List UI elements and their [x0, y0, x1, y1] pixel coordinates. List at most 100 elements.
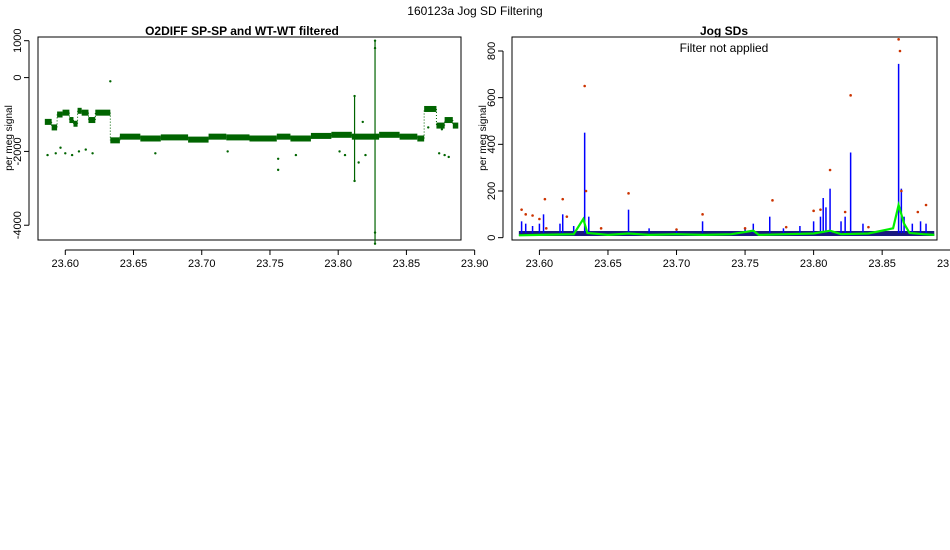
series-band	[95, 109, 111, 116]
series-red-point	[583, 84, 586, 88]
x-axis-jog-sds: 23.60 23.65 23.70 23.75 23.80 23.85 23.90	[526, 249, 950, 270]
series-point	[443, 153, 446, 157]
series-red-point	[812, 209, 815, 213]
series-band	[160, 134, 189, 141]
series-red-point	[924, 203, 928, 207]
series-point	[91, 152, 94, 155]
series-red-point	[843, 210, 847, 214]
y-tick-label: 1000	[12, 28, 24, 52]
series-band	[62, 109, 70, 116]
series-point	[276, 157, 280, 160]
series-red-point	[520, 208, 523, 211]
series-red-point	[819, 208, 822, 211]
series-point	[59, 146, 62, 149]
y-axis-jog-sds: 0 200 400 600 800	[486, 42, 504, 241]
series-point	[357, 161, 360, 164]
y-tick-label: 200	[486, 182, 498, 200]
plot-frame-o2diff	[37, 36, 462, 241]
series-band	[188, 136, 209, 143]
series-red-point	[538, 217, 541, 221]
series-red-point	[828, 168, 832, 172]
series-red-point	[524, 213, 528, 216]
series-band	[310, 132, 332, 139]
series-point	[343, 153, 347, 157]
x-tick-label: 23.85	[868, 258, 896, 270]
y-tick-label: -4000	[12, 211, 24, 239]
series-red-point	[531, 214, 534, 217]
x-tick-label: 23.60	[526, 258, 554, 270]
y-tick-label: 600	[486, 88, 498, 106]
series-band	[140, 135, 161, 142]
series-point	[361, 120, 364, 124]
series-band	[444, 117, 453, 124]
series-band	[417, 135, 425, 142]
series-point	[64, 152, 67, 155]
series-band	[351, 133, 380, 140]
series-band	[276, 133, 291, 140]
x-tick-label: 23.60	[52, 258, 80, 270]
panel-o2diff: O2DIFF SP-SP and WT-WT filtered per meg …	[4, 24, 488, 270]
x-tick-label: 23.70	[663, 258, 691, 270]
series-point	[70, 153, 74, 157]
panel-title-jog-sds: Jog SDs	[700, 24, 748, 38]
data-marks-jog-sds	[518, 38, 935, 237]
series-red-point	[627, 192, 630, 195]
series-point	[154, 152, 157, 155]
figure-title: 160123a Jog SD Filtering	[407, 4, 542, 18]
series-band	[249, 135, 277, 142]
x-tick-label: 23.80	[800, 258, 828, 270]
series-band	[424, 105, 437, 112]
series-band	[57, 111, 63, 118]
y-tick-label: 0	[12, 75, 24, 81]
series-red-point	[784, 225, 788, 229]
series-point	[77, 150, 81, 153]
x-tick-label: 23.75	[256, 258, 284, 270]
series-red-point	[916, 210, 920, 214]
x-axis-o2diff: 23.60 23.65 23.70 23.75 23.80 23.85 23.90	[52, 249, 489, 270]
series-band	[73, 120, 78, 127]
data-marks-o2diff	[44, 39, 459, 245]
series-band	[290, 135, 311, 142]
series-red-point	[743, 227, 747, 230]
x-tick-label: 23.70	[188, 258, 216, 270]
series-point	[437, 152, 441, 155]
series-band	[331, 131, 352, 138]
series-point	[46, 153, 49, 157]
series-red-point	[584, 189, 588, 193]
series-band	[69, 117, 74, 124]
series-point	[364, 153, 367, 157]
series-band	[208, 133, 227, 140]
x-tick-label: 23.65	[594, 258, 622, 270]
series-band	[452, 122, 459, 129]
y-axis-o2diff: -4000 -2000 0 1000	[12, 28, 30, 239]
panel-title-o2diff: O2DIFF SP-SP and WT-WT filtered	[145, 24, 339, 38]
series-point	[353, 179, 356, 183]
series-point	[294, 153, 298, 157]
x-tick-label: 23.85	[393, 258, 421, 270]
series-point	[353, 94, 356, 98]
series-red-point	[897, 38, 900, 41]
y-tick-label: -2000	[12, 137, 24, 165]
series-red-point	[900, 189, 903, 193]
series-point	[54, 152, 57, 155]
series-point	[447, 155, 450, 159]
series-band	[119, 133, 141, 140]
series-point	[373, 46, 377, 50]
x-tick-label: 23.90	[461, 258, 489, 270]
series-red-point	[771, 199, 774, 202]
series-point	[226, 150, 229, 153]
series-point	[427, 126, 430, 129]
series-red-point	[544, 227, 548, 230]
x-tick-label: 23.90	[937, 258, 950, 270]
series-point	[373, 242, 377, 245]
y-axis-label-o2diff: per meg signal	[4, 105, 15, 171]
series-band	[51, 124, 58, 131]
y-tick-label: 800	[486, 42, 498, 60]
series-red-point	[565, 215, 569, 218]
series-point	[276, 168, 280, 172]
series-point	[84, 148, 87, 151]
y-tick-label: 0	[486, 235, 498, 241]
plot-frame-jog-sds	[511, 36, 938, 241]
panel-jog-sds: Jog SDs Filter not applied per meg signa…	[478, 24, 950, 270]
